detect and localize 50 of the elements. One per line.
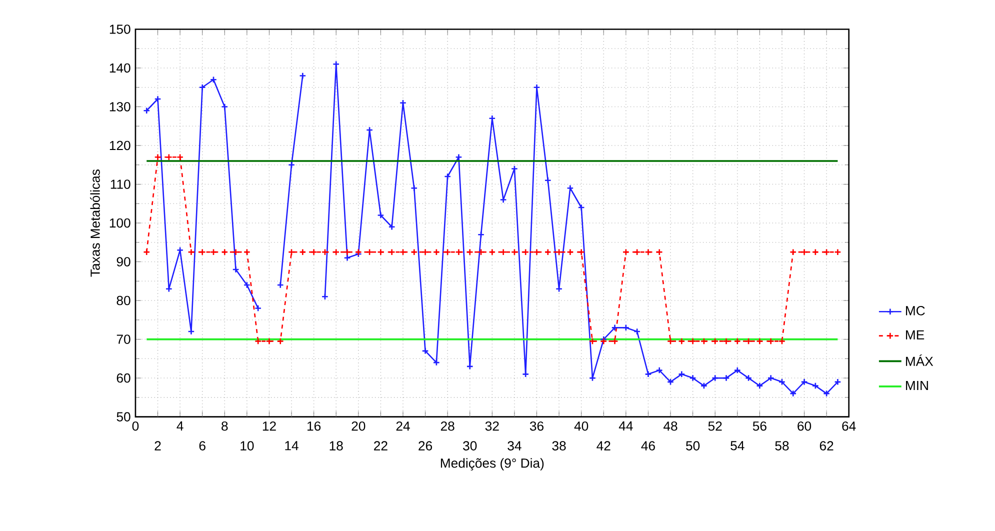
x-tick-label: 48	[664, 421, 678, 431]
y-tick-label: 110	[110, 180, 130, 189]
x2-tick-label: 30	[463, 441, 477, 450]
x2-tick-label: 18	[330, 441, 343, 450]
legend-label: ME	[906, 330, 924, 340]
x2-tick-label: 54	[730, 441, 744, 450]
x-tick-label: 60	[798, 421, 812, 431]
y-tick-label: 70	[116, 334, 130, 344]
x-tick-label: 32	[485, 421, 499, 431]
x-tick-label: 28	[440, 421, 454, 431]
x-tick-label: 36	[530, 421, 544, 431]
x2-tick-label: 50	[686, 441, 700, 450]
x-tick-label: 24	[396, 421, 410, 431]
y-tick-label: 130	[110, 102, 130, 112]
legend-label: MIN	[906, 380, 928, 390]
y-tick-label: 150	[110, 24, 130, 34]
y-tick-label: 80	[116, 296, 130, 306]
x2-tick-label: 46	[641, 441, 655, 450]
x2-tick-label: 22	[374, 441, 388, 450]
y-tick-label: 60	[116, 373, 130, 383]
x-tick-label: 0	[132, 421, 139, 431]
x-tick-label: 44	[618, 421, 633, 430]
x-tick-label: 52	[708, 421, 722, 431]
x-tick-label: 4	[176, 421, 184, 430]
y-tick-label: 120	[110, 140, 130, 150]
legend-label: MC	[906, 306, 925, 316]
x-tick-label: 64	[842, 421, 856, 431]
y-tick-label: 140	[110, 63, 130, 73]
x2-tick-label: 10	[240, 441, 254, 450]
x2-tick-label: 62	[820, 441, 834, 450]
x2-tick-label: 2	[154, 441, 161, 450]
x-tick-label: 20	[352, 421, 366, 431]
x-tick-label: 56	[752, 421, 766, 431]
legend-label: MÁX	[906, 354, 934, 366]
y-tick-label: 50	[116, 412, 130, 422]
y-tick-label: 100	[110, 218, 130, 228]
y-axis-title: Taxas Metabólicas	[90, 169, 100, 277]
y-tick-label: 90	[116, 257, 130, 266]
x2-tick-label: 14	[285, 441, 298, 450]
x2-tick-label: 26	[418, 441, 432, 450]
x-tick-label: 16	[308, 421, 321, 431]
x2-tick-label: 6	[199, 441, 206, 450]
x-tick-label: 12	[262, 421, 276, 431]
x-tick-label: 40	[574, 421, 588, 431]
x2-tick-label: 34	[508, 441, 522, 450]
x2-tick-label: 42	[596, 441, 610, 450]
x-tick-label: 8	[222, 421, 228, 431]
x-axis-title: Medições (9° Dia)	[440, 458, 544, 470]
x2-tick-label: 58	[775, 441, 789, 450]
x2-tick-label: 38	[552, 441, 566, 450]
